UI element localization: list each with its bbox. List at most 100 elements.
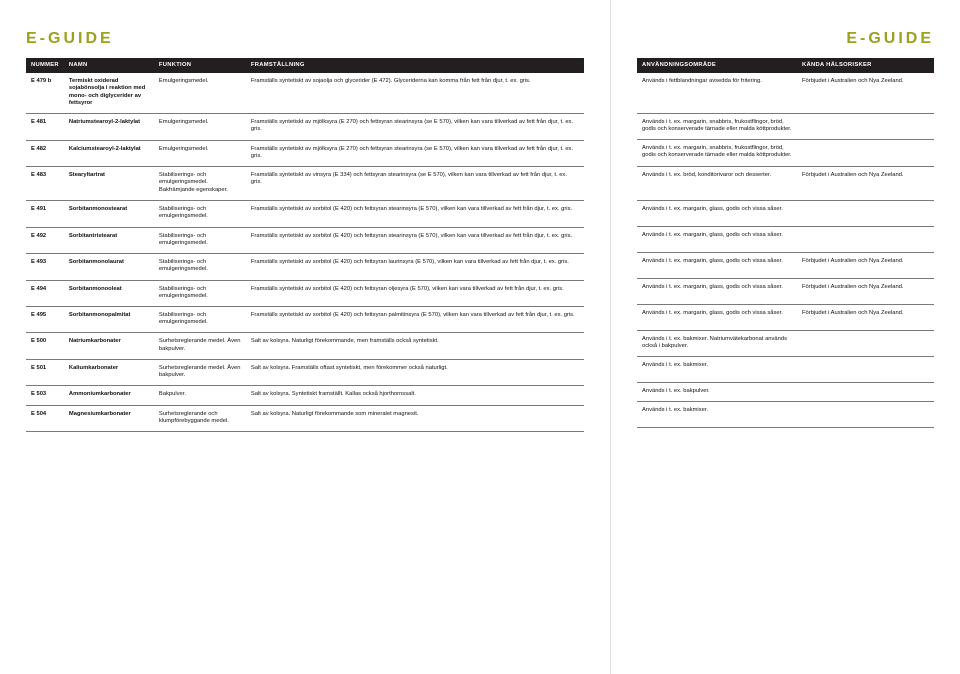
cell-funktion: Stabiliserings- och emulgeringsmedel. bbox=[154, 280, 246, 306]
table-row: E 494SorbitanmonooleatStabiliserings- oc… bbox=[26, 280, 584, 306]
cell-funktion: Surhetsreglerande och klumpförebyggande … bbox=[154, 405, 246, 431]
cell-funktion: Emulgeringsmedel. bbox=[154, 73, 246, 113]
page-left: E-GUIDE NUMMER NAMN FUNKTION FRAMSTÄLLNI… bbox=[0, 0, 610, 674]
cell-anvandningsomrade: Används i t. ex. margarin, glass, godis … bbox=[637, 304, 797, 330]
cell-anvandningsomrade: Används i t. ex. margarin, glass, godis … bbox=[637, 226, 797, 252]
cell-nummer: E 494 bbox=[26, 280, 64, 306]
cell-anvandningsomrade: Används i fettblandningar avsedda för fr… bbox=[637, 73, 797, 113]
cell-nummer: E 495 bbox=[26, 306, 64, 332]
cell-anvandningsomrade: Används i t. ex. bröd, konditorivaror oc… bbox=[637, 166, 797, 200]
cell-namn: Magnesiumkarbonater bbox=[64, 405, 154, 431]
table-row: Används i t. ex. margarin, glass, godis … bbox=[637, 226, 934, 252]
cell-framstallning: Salt av kolsyra. Naturligt förekommande … bbox=[246, 405, 584, 431]
table-row: Används i t. ex. margarin, snabbris, fru… bbox=[637, 140, 934, 166]
cell-nummer: E 501 bbox=[26, 359, 64, 385]
cell-funktion: Surhetsreglerande medel. Även bakpulver. bbox=[154, 333, 246, 359]
cell-namn: Natriumkarbonater bbox=[64, 333, 154, 359]
cell-nummer: E 492 bbox=[26, 227, 64, 253]
additives-table-left: NUMMER NAMN FUNKTION FRAMSTÄLLNING E 479… bbox=[26, 58, 584, 432]
cell-framstallning: Framställs syntetiskt av sorbitol (E 420… bbox=[246, 280, 584, 306]
cell-namn: Stearyltartrat bbox=[64, 167, 154, 201]
cell-funktion: Emulgeringsmedel. bbox=[154, 114, 246, 140]
cell-nummer: E 482 bbox=[26, 140, 64, 166]
cell-framstallning: Salt av kolsyra. Naturligt förekommande,… bbox=[246, 333, 584, 359]
cell-funktion: Stabiliserings- och emulgeringsmedel. bbox=[154, 227, 246, 253]
table-row: Används i t. ex. bakmixer. bbox=[637, 402, 934, 428]
table-row: Används i t. ex. bakmixer. Natriumväteka… bbox=[637, 330, 934, 356]
table-row: E 501KaliumkarbonaterSurhetsreglerande m… bbox=[26, 359, 584, 385]
cell-nummer: E 504 bbox=[26, 405, 64, 431]
col-header-halsorisker: KÄNDA HÄLSORISKER bbox=[797, 58, 934, 73]
table-row: E 492SorbitantristearatStabiliserings- o… bbox=[26, 227, 584, 253]
table-header-row: ANVÄNDNINGSOMRÅDE KÄNDA HÄLSORISKER bbox=[637, 58, 934, 73]
table-row: E 482Kalciumstearoyl-2-laktylatEmulgerin… bbox=[26, 140, 584, 166]
table-row: Används i fettblandningar avsedda för fr… bbox=[637, 73, 934, 113]
cell-halsorisker bbox=[797, 383, 934, 402]
cell-framstallning: Salt av kolsyra. Syntetiskt framställt. … bbox=[246, 386, 584, 405]
cell-framstallning: Framställs syntetiskt av mjölksyra (E 27… bbox=[246, 140, 584, 166]
table-row: E 503AmmoniumkarbonaterBakpulver.Salt av… bbox=[26, 386, 584, 405]
cell-funktion: Bakpulver. bbox=[154, 386, 246, 405]
cell-halsorisker: Förbjudet i Australien och Nya Zeeland. bbox=[797, 73, 934, 113]
cell-funktion: Stabiliserings- och emulgeringsmedel. bbox=[154, 306, 246, 332]
table-row: Används i t. ex. bakmixer. bbox=[637, 357, 934, 383]
brand-right: E-GUIDE bbox=[637, 30, 934, 48]
cell-halsorisker bbox=[797, 140, 934, 166]
cell-anvandningsomrade: Används i t. ex. bakmixer. Natriumväteka… bbox=[637, 330, 797, 356]
cell-nummer: E 493 bbox=[26, 254, 64, 280]
cell-framstallning: Framställs syntetiskt av sorbitol (E 420… bbox=[246, 201, 584, 227]
col-header-anvandningsomrade: ANVÄNDNINGSOMRÅDE bbox=[637, 58, 797, 73]
additives-table-right: ANVÄNDNINGSOMRÅDE KÄNDA HÄLSORISKER Anvä… bbox=[637, 58, 934, 428]
table-row: E 493SorbitanmonolauratStabiliserings- o… bbox=[26, 254, 584, 280]
cell-anvandningsomrade: Används i t. ex. margarin, glass, godis … bbox=[637, 278, 797, 304]
page-spread: E-GUIDE NUMMER NAMN FUNKTION FRAMSTÄLLNI… bbox=[0, 0, 960, 674]
table-row: Används i t. ex. bröd, konditorivaror oc… bbox=[637, 166, 934, 200]
cell-namn: Natriumstearoyl-2-laktylat bbox=[64, 114, 154, 140]
cell-nummer: E 500 bbox=[26, 333, 64, 359]
cell-halsorisker bbox=[797, 226, 934, 252]
table-row: Används i t. ex. margarin, glass, godis … bbox=[637, 304, 934, 330]
table-row: E 495SorbitanmonopalmitatStabiliserings-… bbox=[26, 306, 584, 332]
cell-anvandningsomrade: Används i t. ex. margarin, snabbris, fru… bbox=[637, 113, 797, 139]
cell-framstallning: Salt av kolsyra. Framställs oftast synte… bbox=[246, 359, 584, 385]
table-row: E 479 bTermiskt oxiderad sojabönsolja i … bbox=[26, 73, 584, 113]
cell-namn: Sorbitantristearat bbox=[64, 227, 154, 253]
cell-funktion: Emulgeringsmedel. bbox=[154, 140, 246, 166]
cell-framstallning: Framställs syntetiskt av sorbitol (E 420… bbox=[246, 306, 584, 332]
cell-nummer: E 481 bbox=[26, 114, 64, 140]
cell-namn: Termiskt oxiderad sojabönsolja i reaktio… bbox=[64, 73, 154, 113]
cell-halsorisker bbox=[797, 402, 934, 428]
cell-anvandningsomrade: Används i t. ex. bakmixer. bbox=[637, 357, 797, 383]
cell-halsorisker bbox=[797, 113, 934, 139]
cell-namn: Sorbitanmonolaurat bbox=[64, 254, 154, 280]
cell-halsorisker: Förbjudet i Australien och Nya Zeeland. bbox=[797, 278, 934, 304]
table-row: E 491SorbitanmonostearatStabiliserings- … bbox=[26, 201, 584, 227]
cell-funktion: Stabiliserings- och emulgeringsmedel. bbox=[154, 254, 246, 280]
cell-halsorisker bbox=[797, 200, 934, 226]
page-right: E-GUIDE ANVÄNDNINGSOMRÅDE KÄNDA HÄLSORIS… bbox=[610, 0, 960, 674]
cell-namn: Ammoniumkarbonater bbox=[64, 386, 154, 405]
table-row: Används i t. ex. margarin, glass, godis … bbox=[637, 278, 934, 304]
cell-funktion: Surhetsreglerande medel. Även bakpulver. bbox=[154, 359, 246, 385]
col-header-framstallning: FRAMSTÄLLNING bbox=[246, 58, 584, 73]
cell-funktion: Stabiliserings- och emulgeringsmedel. bbox=[154, 201, 246, 227]
cell-framstallning: Framställs syntetiskt av sorbitol (E 420… bbox=[246, 227, 584, 253]
table-row: Används i t. ex. margarin, glass, godis … bbox=[637, 200, 934, 226]
cell-anvandningsomrade: Används i t. ex. margarin, glass, godis … bbox=[637, 200, 797, 226]
cell-framstallning: Framställs syntetiskt av sorbitol (E 420… bbox=[246, 254, 584, 280]
cell-halsorisker: Förbjudet i Australien och Nya Zeeland. bbox=[797, 166, 934, 200]
cell-nummer: E 479 b bbox=[26, 73, 64, 113]
table-row: E 483StearyltartratStabiliserings- och e… bbox=[26, 167, 584, 201]
col-header-nummer: NUMMER bbox=[26, 58, 64, 73]
cell-anvandningsomrade: Används i t. ex. bakmixer. bbox=[637, 402, 797, 428]
cell-framstallning: Framställs syntetiskt av mjölksyra (E 27… bbox=[246, 114, 584, 140]
cell-namn: Kalciumstearoyl-2-laktylat bbox=[64, 140, 154, 166]
cell-nummer: E 491 bbox=[26, 201, 64, 227]
col-header-namn: NAMN bbox=[64, 58, 154, 73]
cell-halsorisker: Förbjudet i Australien och Nya Zeeland. bbox=[797, 252, 934, 278]
cell-namn: Kaliumkarbonater bbox=[64, 359, 154, 385]
cell-nummer: E 483 bbox=[26, 167, 64, 201]
table-row: E 500NatriumkarbonaterSurhetsreglerande … bbox=[26, 333, 584, 359]
cell-halsorisker: Förbjudet i Australien och Nya Zeeland. bbox=[797, 304, 934, 330]
cell-nummer: E 503 bbox=[26, 386, 64, 405]
